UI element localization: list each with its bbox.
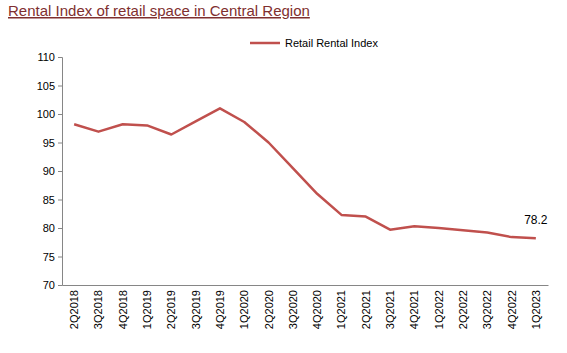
x-tick-label: 1Q2020: [238, 290, 250, 329]
x-tick: 1Q2022: [433, 290, 445, 329]
x-tick-label: 1Q2021: [335, 290, 347, 329]
y-tick-mark: [58, 257, 62, 258]
x-tick: 1Q2021: [335, 290, 347, 329]
y-tick-label: 90: [43, 165, 55, 177]
x-tick-label: 2Q2021: [360, 290, 372, 329]
x-tick-label: 4Q2022: [506, 290, 518, 329]
y-tick-mark: [58, 228, 62, 229]
x-tick-label: 4Q2019: [214, 290, 226, 329]
y-tick-label: 100: [37, 108, 55, 120]
x-tick: 4Q2020: [311, 290, 323, 329]
y-tick-mark: [58, 57, 62, 58]
y-tick: 70: [43, 279, 62, 291]
x-tick: 2Q2021: [360, 290, 372, 329]
y-tick-label: 80: [43, 222, 55, 234]
chart: Rental Index of retail space in Central …: [0, 0, 567, 353]
y-tick: 95: [43, 137, 62, 149]
legend-swatch: [250, 42, 280, 45]
y-tick-label: 75: [43, 251, 55, 263]
x-tick: 1Q2019: [141, 290, 153, 329]
y-axis-line: [58, 58, 63, 286]
y-tick: 100: [37, 108, 62, 120]
x-tick: 1Q2023: [530, 290, 542, 329]
x-tick-label: 2Q2022: [457, 290, 469, 329]
x-tick: 1Q2020: [238, 290, 250, 329]
x-axis: 2Q2018 3Q2018 4Q2018 1Q2019 2Q2019 3Q2019 4Q20…: [63, 286, 549, 330]
x-tick: 4Q2022: [506, 290, 518, 329]
y-tick-mark: [58, 171, 62, 172]
y-tick-mark: [58, 114, 62, 115]
x-tick: 2Q2018: [68, 290, 80, 329]
data-labels: 78.2: [524, 213, 548, 227]
y-tick-label: 70: [43, 279, 55, 291]
data-label: 78.2: [524, 213, 548, 227]
x-tick-label: 2Q2020: [263, 290, 275, 329]
y-tick: 105: [37, 80, 62, 92]
x-tick: 3Q2021: [384, 290, 396, 329]
legend-label: Retail Rental Index: [285, 37, 378, 49]
x-tick-label: 3Q2018: [92, 290, 104, 329]
x-tick: 2Q2022: [457, 290, 469, 329]
y-tick: 80: [43, 222, 62, 234]
x-tick-label: 4Q2018: [117, 290, 129, 329]
y-tick-label: 105: [37, 80, 55, 92]
x-tick-label: 1Q2023: [530, 290, 542, 329]
y-tick-mark: [58, 200, 62, 201]
y-tick: 110: [37, 51, 62, 63]
x-tick: 2Q2019: [165, 290, 177, 329]
x-tick: 3Q2022: [481, 290, 493, 329]
x-tick-label: 3Q2022: [481, 290, 493, 329]
y-tick-mark: [58, 143, 62, 144]
y-axis: 70 75 80 85 90 95 100 105 110: [37, 51, 63, 291]
x-axis-line: [63, 285, 549, 286]
y-tick-label: 110: [37, 51, 55, 63]
x-tick: 3Q2020: [287, 290, 299, 329]
x-tick: 4Q2021: [408, 290, 420, 329]
y-tick: 85: [43, 194, 62, 206]
x-tick-label: 2Q2019: [165, 290, 177, 329]
x-tick-label: 4Q2021: [408, 290, 420, 329]
x-tick-label: 4Q2020: [311, 290, 323, 329]
x-tick-label: 1Q2022: [433, 290, 445, 329]
y-tick-mark: [58, 86, 62, 87]
x-tick: 3Q2018: [92, 290, 104, 329]
x-tick: 2Q2020: [263, 290, 275, 329]
y-tick: 90: [43, 165, 62, 177]
x-tick-label: 3Q2020: [287, 290, 299, 329]
y-tick-label: 95: [43, 137, 55, 149]
y-tick: 75: [43, 251, 62, 263]
legend: Retail Rental Index: [250, 37, 378, 49]
x-tick-label: 3Q2019: [190, 290, 202, 329]
line: [74, 108, 536, 238]
y-tick-label: 85: [43, 194, 55, 206]
x-tick-label: 1Q2019: [141, 290, 153, 329]
x-tick: 4Q2018: [117, 290, 129, 329]
x-tick-label: 2Q2018: [68, 290, 80, 329]
plot-area: [74, 108, 536, 238]
y-tick-mark: [58, 285, 62, 286]
x-tick: 3Q2019: [190, 290, 202, 329]
x-tick: 4Q2019: [214, 290, 226, 329]
x-tick-label: 3Q2021: [384, 290, 396, 329]
title: Rental Index of retail space in Central …: [8, 2, 310, 19]
